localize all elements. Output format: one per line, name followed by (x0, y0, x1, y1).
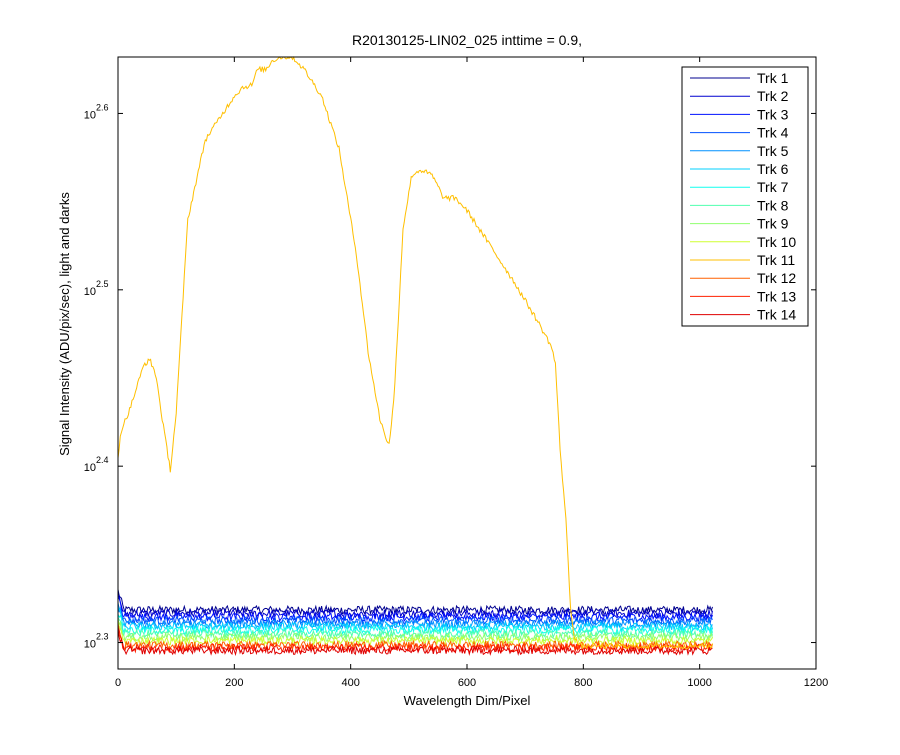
legend-label: Trk 13 (757, 288, 796, 304)
series-line-trk-11 (117, 55, 713, 650)
y-tick-label-exponent: 2.5 (96, 279, 109, 289)
legend-label: Trk 10 (757, 234, 796, 250)
x-tick-label: 800 (574, 677, 592, 689)
y-tick-label-base: 10 (84, 462, 96, 474)
series-line-trk-2 (117, 594, 713, 620)
legend-label: Trk 14 (757, 307, 796, 323)
legend-box (681, 66, 809, 327)
y-tick-label-exponent: 2.4 (96, 455, 109, 465)
chart-title: R20130125-LIN02_025 inttime = 0.9, (352, 32, 582, 48)
legend-label: Trk 9 (757, 216, 789, 232)
legend-label: Trk 1 (757, 70, 789, 86)
legend-label: Trk 5 (757, 143, 789, 159)
y-axis-label: Signal Intensity (ADU/pix/sec), light an… (57, 192, 72, 456)
y-tick-label-base: 10 (84, 286, 96, 298)
x-axis-label: Wavelength Dim/Pixel (404, 693, 531, 708)
x-tick-label: 0 (115, 677, 121, 689)
x-tick-label: 1000 (687, 677, 711, 689)
series-line-trk-1 (117, 589, 713, 616)
series-line-trk-14 (117, 628, 713, 657)
x-tick-label: 200 (225, 677, 243, 689)
series-line-trk-12 (117, 623, 713, 651)
legend-label: Trk 2 (757, 88, 789, 104)
legend-label: Trk 11 (757, 252, 795, 268)
series-layer (117, 55, 713, 657)
legend-label: Trk 8 (757, 197, 789, 213)
x-tick-label: 400 (341, 677, 359, 689)
y-tick-label-base: 10 (84, 109, 96, 121)
legend-label: Trk 4 (757, 125, 789, 141)
x-tick-label: 600 (458, 677, 476, 689)
y-tick-label-exponent: 2.6 (96, 102, 109, 112)
series-line-trk-10 (117, 619, 713, 647)
legend-label: Trk 6 (757, 161, 789, 177)
legend-label: Trk 12 (757, 270, 796, 286)
legend-label: Trk 7 (757, 179, 789, 195)
tick-layer: 0 200 400 600 800 1000 1200102.3102.4102.5102.… (84, 57, 828, 689)
x-tick-label: 1200 (804, 677, 828, 689)
legend-label: Trk 3 (757, 106, 789, 122)
y-tick-label-exponent: 2.3 (96, 632, 109, 642)
y-tick-label-base: 10 (84, 639, 96, 651)
legend: Trk 1 Trk 2 Trk 3 Trk 4 Trk 5 Trk 6 Trk 7 Trk 8… (681, 66, 809, 327)
